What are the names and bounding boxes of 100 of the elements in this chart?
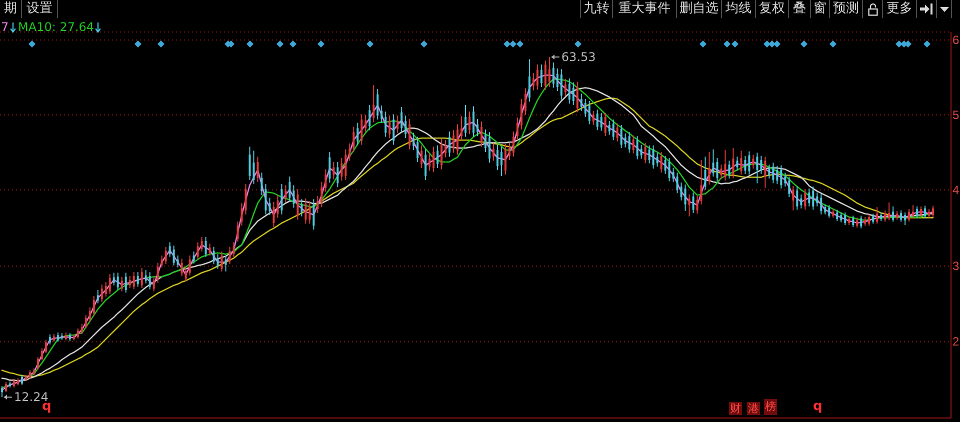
candlestick (904, 212, 906, 226)
candlestick (96, 289, 99, 304)
candlestick (196, 242, 199, 260)
candlestick (652, 144, 654, 170)
candlestick (764, 156, 766, 188)
candlestick (656, 152, 658, 168)
candlestick (92, 295, 95, 316)
candlestick (400, 106, 403, 133)
label-badge: 榜 (764, 399, 777, 415)
candlestick (808, 188, 810, 207)
candlestick (492, 142, 494, 162)
candlestick (404, 115, 407, 139)
candlestick (1, 386, 3, 398)
candlestick (796, 186, 798, 210)
candlestick (424, 148, 427, 180)
toolbar-button[interactable]: 期 (0, 0, 22, 18)
text: MA10: 27.64 (18, 20, 94, 34)
candlestick (812, 186, 814, 210)
candlestick (268, 197, 271, 216)
candlestick (312, 198, 315, 230)
candlestick (20, 374, 23, 386)
candlestick (840, 212, 842, 223)
candlestick (284, 184, 287, 203)
candlestick (216, 254, 219, 270)
annotation: 63.53 (561, 50, 596, 64)
candlestick (280, 183, 283, 215)
candlestick (372, 84, 375, 123)
candlestick (436, 144, 439, 168)
candlestick (728, 160, 730, 180)
candlestick (500, 146, 502, 176)
annotation: q (813, 399, 822, 414)
toolbar-button[interactable]: 窗 (810, 0, 830, 18)
candlestick (884, 210, 886, 222)
candlestick (468, 111, 471, 135)
candlestick (920, 206, 922, 217)
candlestick (412, 132, 415, 151)
candlestick (824, 204, 826, 215)
candlestick (144, 270, 147, 284)
toolbar-button[interactable]: 删自选 (676, 0, 722, 18)
candlestick (480, 121, 482, 148)
text: 4 (952, 182, 960, 197)
candlestick (128, 276, 131, 289)
candlestick (660, 152, 662, 174)
toolbar-button[interactable]: 叠 (788, 0, 811, 18)
candlestick (752, 154, 754, 170)
toolbar-button[interactable]: 重大事件 (612, 0, 677, 18)
text: 2 (952, 334, 960, 349)
candlestick (444, 140, 447, 158)
candlestick (876, 206, 878, 224)
candlestick (504, 144, 506, 176)
candlestick (688, 194, 690, 217)
toolbar-button[interactable]: 复权 (755, 0, 789, 18)
candlestick (916, 206, 918, 218)
candlestick (292, 184, 295, 208)
candlestick (528, 58, 530, 102)
label-badge: 财 (729, 402, 742, 415)
candlestick (148, 272, 151, 290)
candlestick (88, 306, 91, 322)
toolbar-button[interactable]: 预测 (829, 0, 863, 18)
candlestick (560, 68, 562, 100)
candlestick (476, 118, 478, 137)
candlestick (580, 93, 582, 112)
candlestick (48, 334, 51, 345)
candlestick (380, 105, 383, 124)
candlestick (212, 246, 215, 265)
candlestick (368, 104, 371, 131)
candlestick (612, 119, 614, 141)
candlestick (232, 242, 235, 258)
candlestick (496, 144, 498, 170)
candlestick (588, 100, 590, 125)
candlestick (192, 251, 195, 264)
candlestick (624, 132, 626, 148)
candlestick (316, 195, 319, 214)
candlestick (324, 168, 327, 192)
candlestick (744, 156, 746, 174)
toolbar-button[interactable]: 九转 (580, 0, 613, 18)
candlestick (720, 164, 722, 180)
candlestick (644, 142, 646, 164)
toolbar-button[interactable]: 均线 (721, 0, 756, 18)
candlestick (908, 208, 910, 222)
candlestick (888, 202, 890, 221)
annotation: 7 (1, 20, 9, 34)
candlestick (304, 198, 307, 224)
candlestick (104, 282, 107, 298)
candlestick (568, 78, 570, 104)
candlestick (172, 245, 175, 266)
candlestick (576, 81, 578, 113)
candlestick (556, 68, 558, 92)
toolbar-button[interactable]: 设置 (21, 0, 58, 18)
candlestick (860, 215, 862, 229)
candlestick (272, 201, 275, 228)
candlestick (388, 115, 391, 139)
candlestick (288, 176, 291, 202)
candlestick (320, 181, 323, 208)
candlestick (724, 150, 726, 182)
candlestick (508, 142, 510, 161)
toolbar-button[interactable]: 更多 (882, 0, 917, 18)
candlestick (184, 266, 187, 282)
candlestick (800, 194, 802, 209)
candlestick (160, 255, 163, 268)
